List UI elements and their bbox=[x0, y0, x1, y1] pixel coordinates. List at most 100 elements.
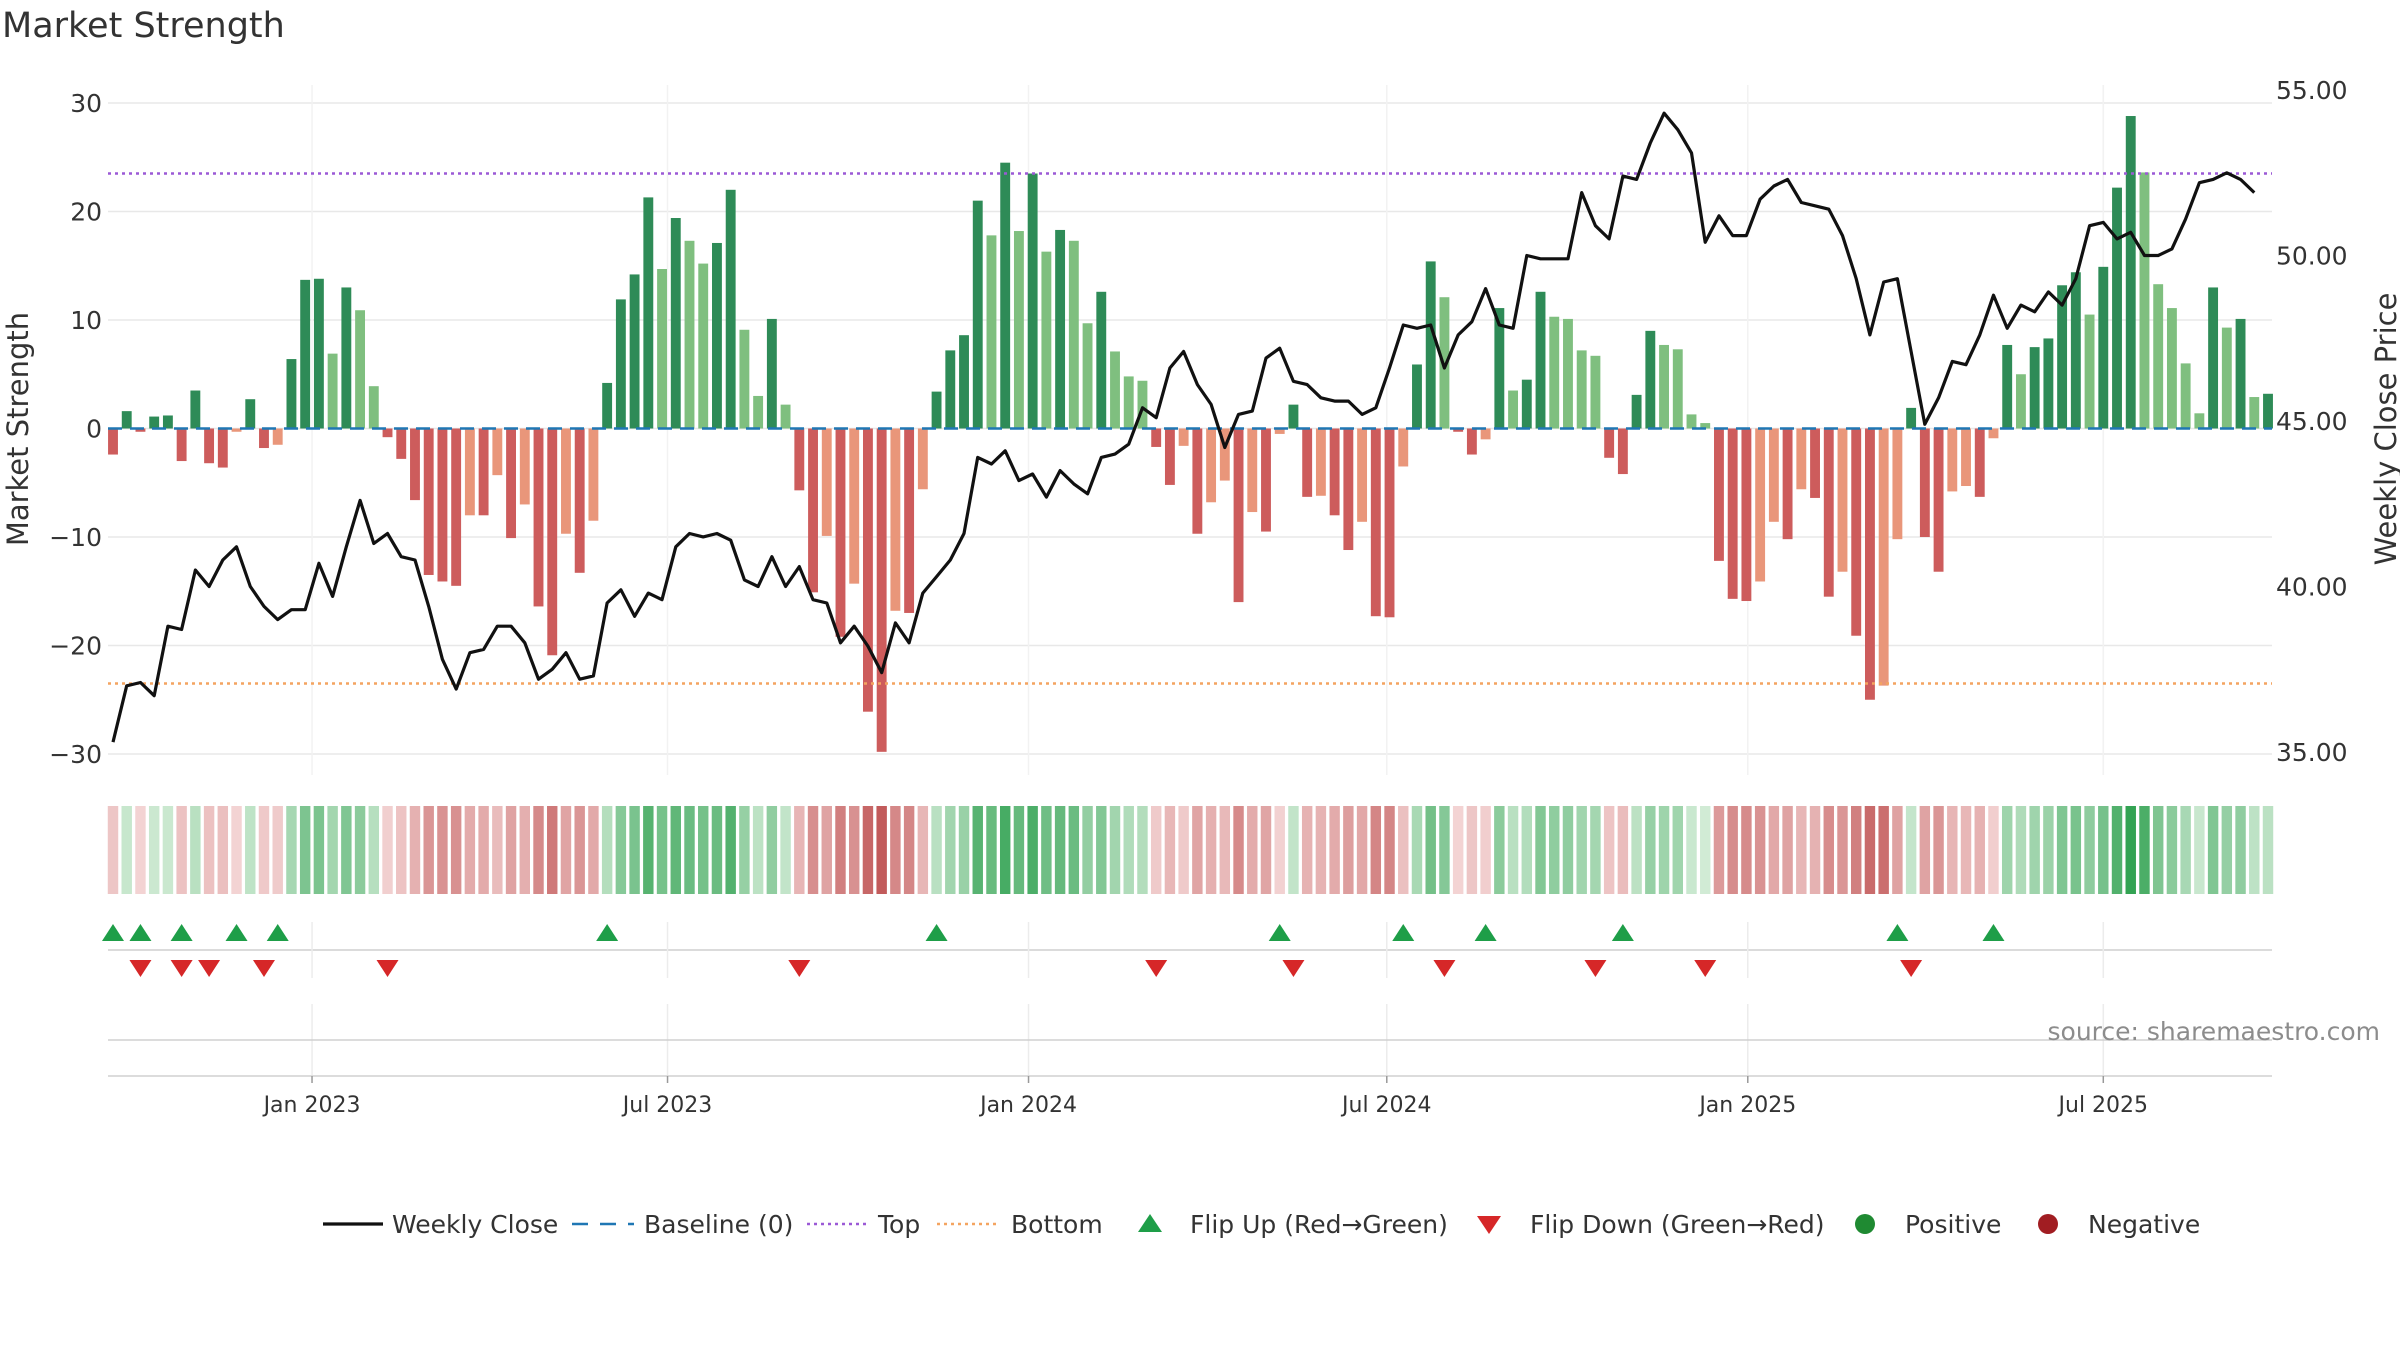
strength-bar bbox=[2153, 284, 2164, 429]
strength-bar bbox=[1123, 376, 1134, 429]
heat-cell bbox=[190, 806, 201, 894]
heat-cell bbox=[148, 806, 160, 894]
right-tick-label: 40.00 bbox=[2276, 573, 2348, 602]
strength-bar bbox=[121, 411, 132, 429]
strength-bar bbox=[1988, 428, 1999, 439]
heat-cell bbox=[1851, 806, 1862, 894]
heat-cell bbox=[2029, 806, 2040, 894]
heat-cell bbox=[1919, 806, 1931, 894]
strength-bar bbox=[368, 386, 379, 429]
strength-bar bbox=[849, 428, 860, 584]
strength-bar bbox=[1810, 428, 1820, 498]
heat-cell bbox=[1013, 806, 1025, 894]
strength-bar bbox=[327, 353, 338, 429]
strength-bar bbox=[162, 415, 173, 429]
strength-bar bbox=[1274, 428, 1285, 434]
legend-label: Weekly Close bbox=[392, 1210, 558, 1239]
date-tick-label: Jul 2025 bbox=[2057, 1093, 2149, 1118]
flip-up-marker bbox=[925, 924, 948, 941]
heat-cell bbox=[1521, 806, 1533, 894]
heat-cell bbox=[409, 806, 421, 894]
flip-marker-panel bbox=[108, 922, 2272, 978]
strength-bar bbox=[1164, 428, 1175, 485]
strength-bar bbox=[231, 428, 242, 432]
reference-lines bbox=[108, 172, 2272, 685]
strength-bar bbox=[1837, 428, 1848, 572]
heat-cell bbox=[1027, 806, 1038, 894]
flip-markers bbox=[102, 924, 2005, 977]
strength-bar bbox=[1782, 428, 1793, 540]
heat-cell bbox=[492, 806, 503, 894]
strength-bar bbox=[1535, 291, 1546, 429]
strength-bar bbox=[876, 428, 887, 752]
strength-bar bbox=[1741, 428, 1752, 602]
flip-down-marker bbox=[1433, 960, 1456, 977]
strength-bar bbox=[945, 350, 956, 429]
heat-cell bbox=[1192, 806, 1203, 894]
heat-cell bbox=[1164, 806, 1176, 894]
legend-label: Positive bbox=[1905, 1210, 2001, 1239]
heat-cell bbox=[1274, 806, 1285, 894]
heat-cell bbox=[1054, 806, 1066, 894]
strength-bar bbox=[1110, 351, 1120, 429]
heat-cell bbox=[1425, 806, 1436, 894]
heat-cell bbox=[2001, 806, 2013, 894]
heat-cell bbox=[1082, 806, 1093, 894]
heat-cell bbox=[1109, 806, 1121, 894]
strength-bar bbox=[2139, 172, 2150, 429]
strength-bar bbox=[1851, 428, 1862, 636]
heat-cell bbox=[1068, 806, 1080, 894]
heat-cell bbox=[217, 806, 229, 894]
heat-cell bbox=[2043, 806, 2054, 894]
strength-bar bbox=[2112, 187, 2122, 429]
strength-bar bbox=[396, 428, 407, 459]
flip-down-marker bbox=[1900, 960, 1923, 977]
strength-bars bbox=[108, 116, 2273, 752]
heat-cell bbox=[1041, 806, 1052, 894]
strength-bar bbox=[1755, 428, 1766, 582]
heat-cell bbox=[1974, 806, 1985, 894]
heat-cell bbox=[1713, 806, 1725, 894]
right-tick-label: 45.00 bbox=[2276, 407, 2348, 436]
strength-bar bbox=[437, 428, 448, 582]
strength-bar bbox=[382, 428, 393, 438]
heat-cell bbox=[1590, 806, 1601, 894]
flip-down-marker bbox=[1282, 960, 1305, 977]
heat-cell bbox=[1768, 806, 1780, 894]
strength-bar bbox=[1329, 428, 1340, 516]
heat-cell bbox=[1988, 806, 1999, 894]
strength-bar bbox=[1892, 428, 1903, 540]
strength-bar bbox=[1659, 344, 1669, 429]
strength-bar bbox=[821, 428, 832, 536]
strength-bar bbox=[1425, 261, 1436, 429]
date-axis-ticks: Jan 2023 Jul 2023 Jan 2024 Jul 2024 Jan 2025… bbox=[262, 1076, 2148, 1118]
heat-cell bbox=[574, 806, 585, 894]
heat-cell bbox=[2056, 806, 2068, 894]
heat-cell bbox=[2084, 806, 2095, 894]
strength-bar bbox=[917, 428, 928, 490]
legend-swatch bbox=[1855, 1214, 1875, 1234]
strength-bar bbox=[2125, 116, 2136, 429]
weekly-close-line bbox=[111, 111, 2256, 743]
heat-cell bbox=[1150, 806, 1162, 894]
strength-bar bbox=[1466, 428, 1477, 455]
heat-cell bbox=[2262, 806, 2274, 894]
date-tick-label: Jul 2024 bbox=[1340, 1093, 1432, 1118]
heat-cell bbox=[2207, 806, 2219, 894]
heat-cell bbox=[437, 806, 448, 894]
strength-bar bbox=[1137, 380, 1148, 429]
strength-bar bbox=[204, 428, 215, 464]
heat-cell bbox=[1947, 806, 1958, 894]
heat-cell bbox=[231, 806, 242, 894]
heat-cell bbox=[2180, 806, 2191, 894]
heat-cell bbox=[821, 806, 832, 894]
strength-bar bbox=[259, 428, 269, 449]
strength-bar bbox=[1013, 231, 1024, 429]
strength-bar bbox=[972, 200, 983, 429]
flip-up-marker bbox=[1982, 924, 2005, 941]
strength-bar bbox=[464, 428, 475, 516]
strength-bar bbox=[2084, 314, 2095, 429]
heat-cell bbox=[396, 806, 407, 894]
heat-cell bbox=[1933, 806, 1944, 894]
